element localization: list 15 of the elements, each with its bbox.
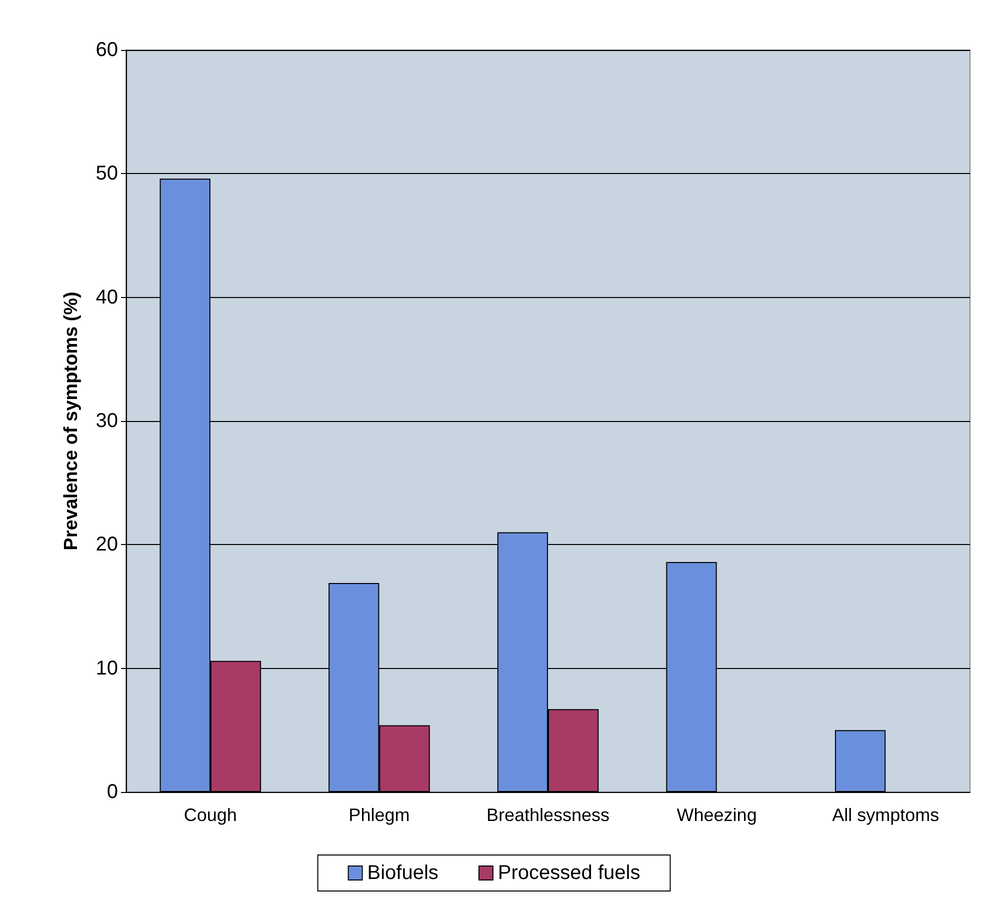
x-tick-label: Breathlessness xyxy=(486,805,610,825)
x-tick-label: Wheezing xyxy=(676,805,757,825)
legend-label: Processed fuels xyxy=(498,862,640,884)
y-tick-label: 30 xyxy=(96,410,118,432)
y-tick-label: 0 xyxy=(106,781,118,803)
y-tick-label: 10 xyxy=(96,657,118,680)
legend-label: Biofuels xyxy=(367,862,438,884)
y-axis-title: Prevalence of symptoms (%) xyxy=(61,292,82,550)
y-tick-label: 60 xyxy=(96,39,118,61)
y-tick-label: 50 xyxy=(96,162,118,185)
y-tick-label: 40 xyxy=(96,286,118,308)
x-tick-label: Phlegm xyxy=(348,805,410,825)
x-tick-label: Cough xyxy=(184,805,237,825)
x-tick-label: All symptoms xyxy=(832,805,940,825)
y-tick-label: 20 xyxy=(96,534,118,556)
